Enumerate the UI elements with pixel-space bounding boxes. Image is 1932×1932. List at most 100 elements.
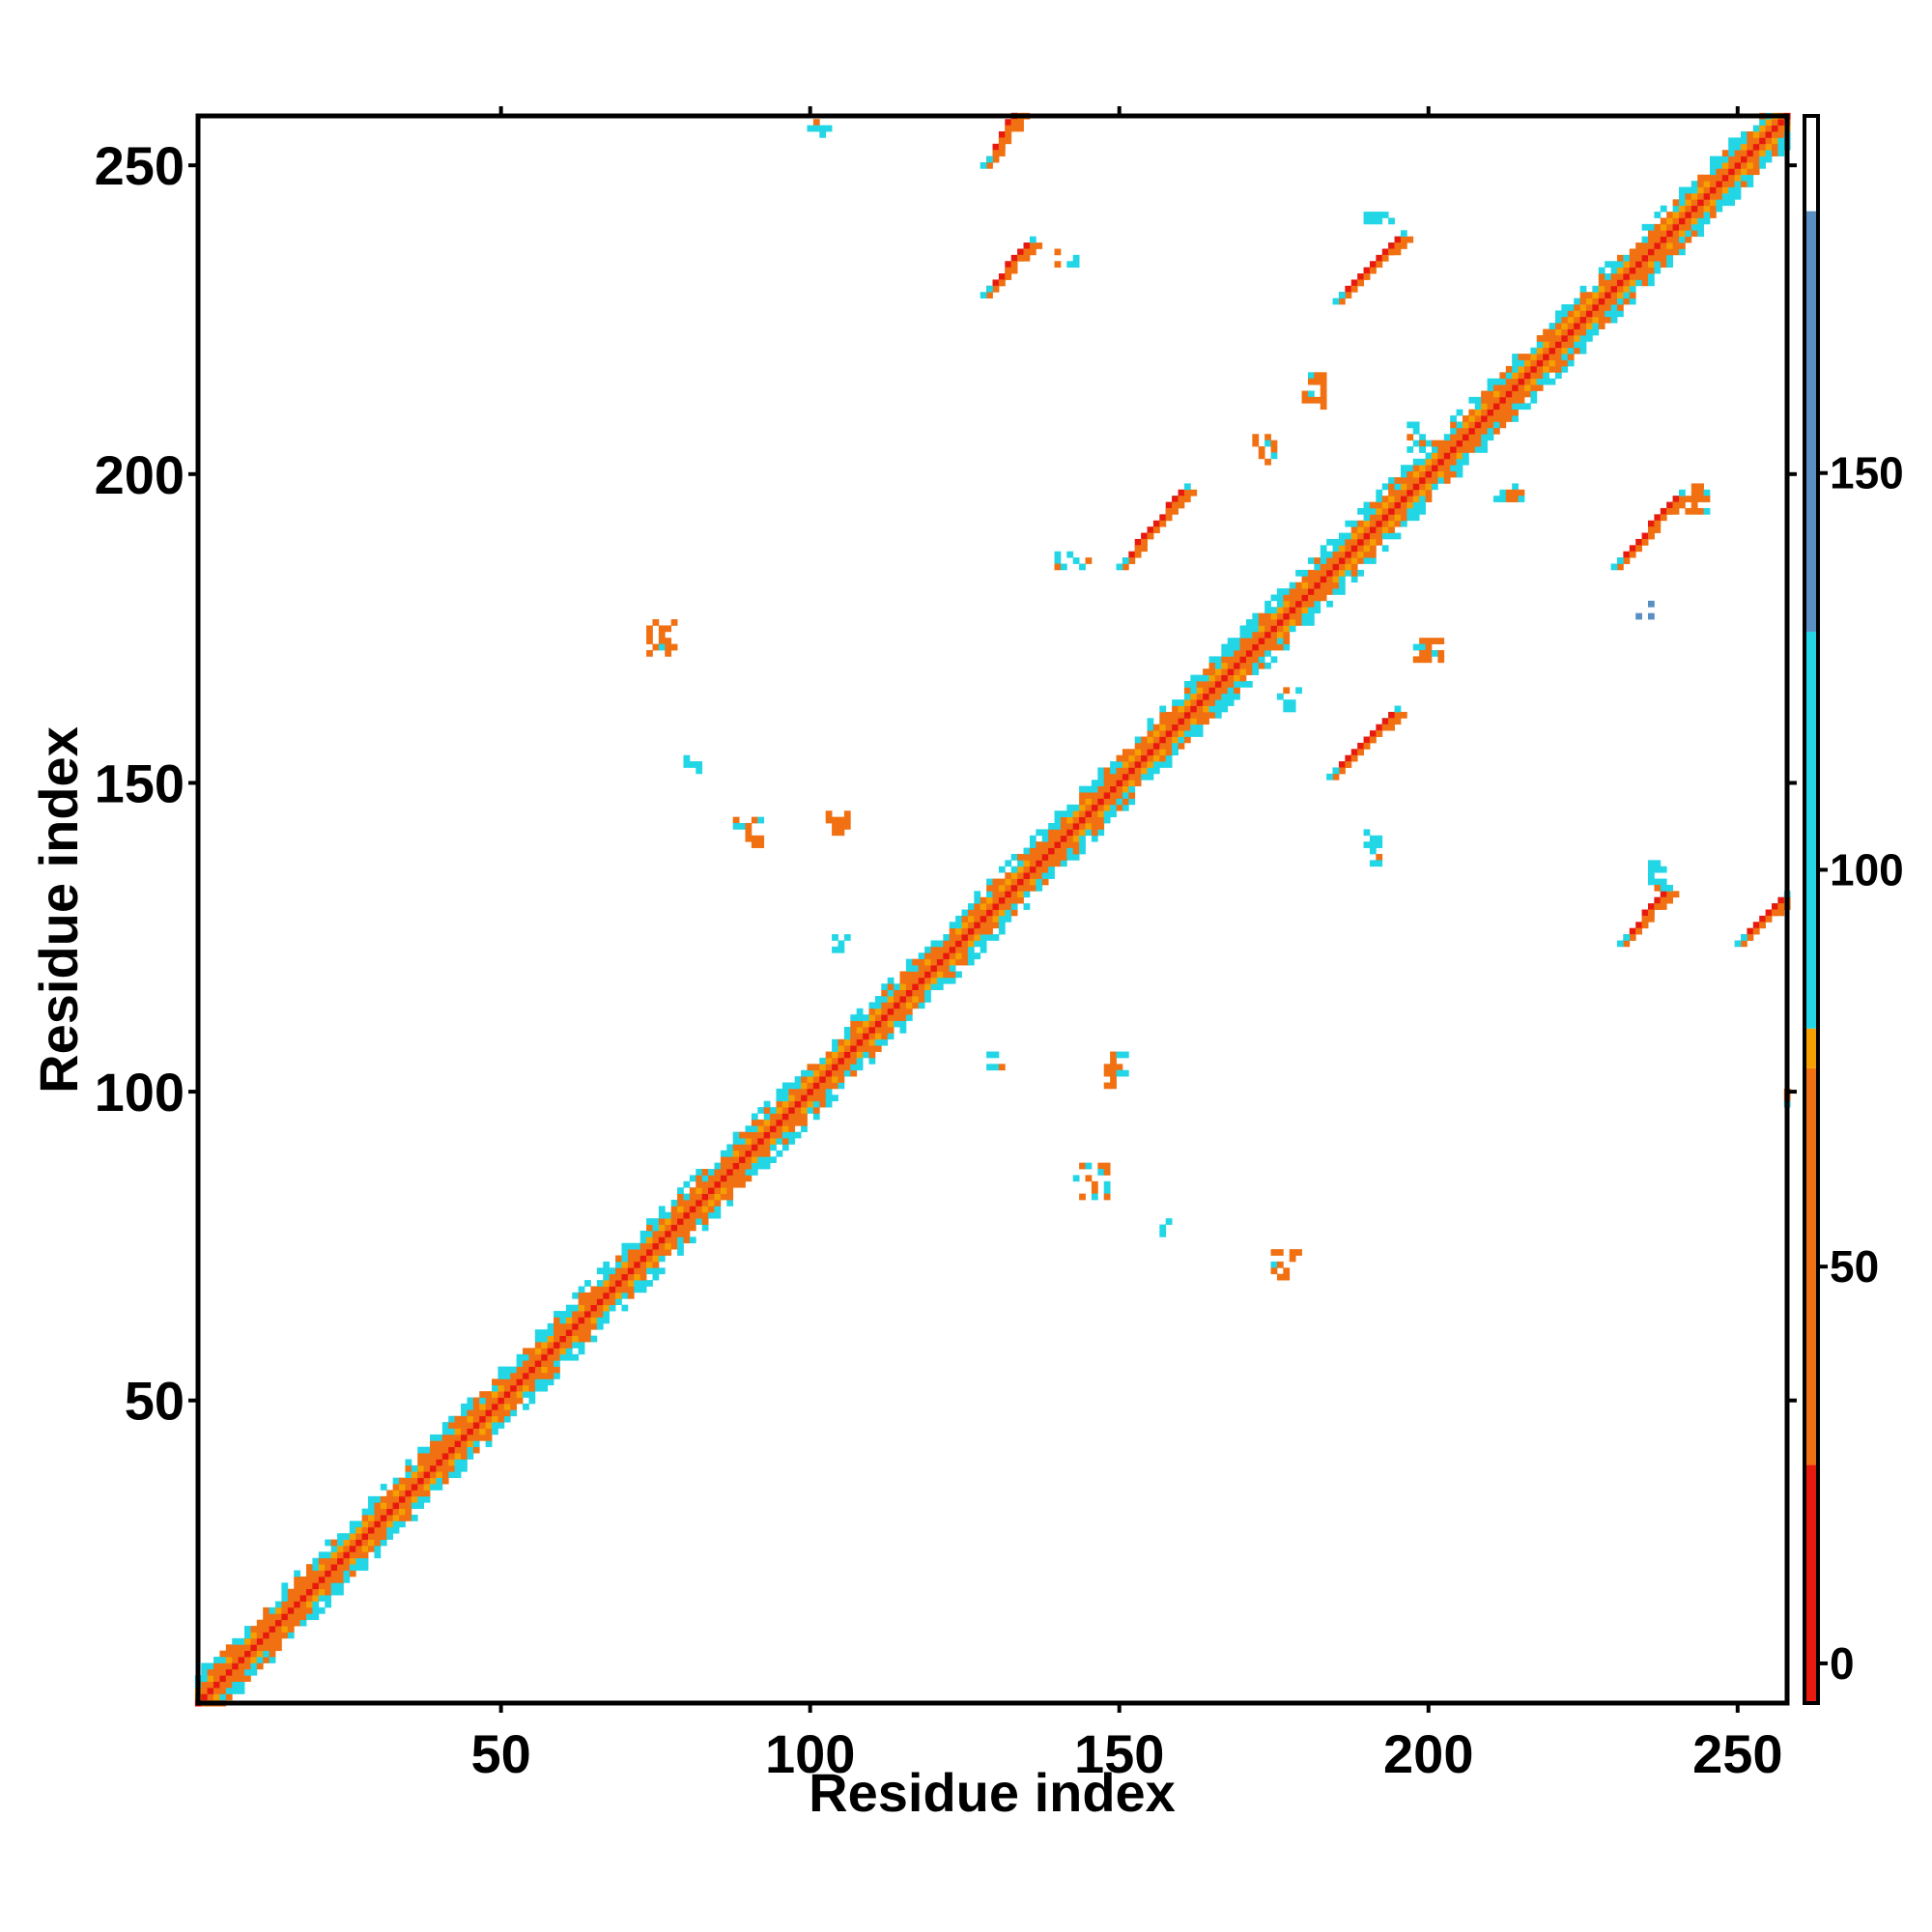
heatmap-cell (472, 1415, 480, 1423)
heatmap-cell (936, 971, 944, 979)
heatmap-cell (1122, 557, 1129, 564)
heatmap-cell (380, 1526, 387, 1534)
heatmap-cell (1406, 446, 1414, 453)
heatmap-cell (281, 1613, 289, 1621)
heatmap-cell (1561, 365, 1569, 373)
heatmap-cell (677, 1187, 684, 1194)
heatmap-cell (1152, 754, 1160, 762)
heatmap-cell (998, 143, 1006, 151)
colorbar-tick-label: 100 (1830, 844, 1904, 895)
heatmap-cell (1369, 261, 1377, 269)
heatmap-cell (1605, 273, 1611, 280)
heatmap-cell (1412, 477, 1420, 484)
heatmap-cell (757, 1119, 765, 1126)
heatmap-cell (1536, 341, 1544, 349)
heatmap-cell (943, 934, 951, 941)
heatmap-cell (924, 989, 931, 997)
heatmap-cell (1456, 458, 1463, 466)
heatmap-cell (1598, 316, 1605, 324)
heatmap-cell (1147, 532, 1154, 540)
heatmap-cell (547, 1366, 554, 1374)
heatmap-cell (368, 1526, 375, 1534)
heatmap-cell (1530, 378, 1538, 385)
heatmap-cell (1214, 662, 1222, 669)
heatmap-cell (1592, 304, 1600, 311)
heatmap-cell (1369, 507, 1377, 515)
heatmap-cell (1357, 569, 1364, 577)
heatmap-cell (565, 1329, 573, 1337)
heatmap-cell (399, 1515, 406, 1521)
heatmap-cell (238, 1657, 245, 1663)
heatmap-cell (1543, 347, 1549, 355)
heatmap-cell (1499, 396, 1507, 404)
heatmap-cell (1141, 742, 1148, 750)
heatmap-cell (1487, 415, 1494, 422)
heatmap-cell (1227, 638, 1235, 644)
heatmap-cell (1647, 248, 1655, 256)
heatmap-cell (1394, 501, 1402, 509)
heatmap-cell (256, 1626, 264, 1633)
heatmap-cell (1221, 662, 1229, 669)
heatmap-cell (1647, 878, 1655, 886)
heatmap-cell (1690, 489, 1698, 497)
heatmap-cell (275, 1632, 282, 1639)
heatmap-cell (1716, 161, 1723, 169)
heatmap-cell (1616, 563, 1624, 571)
heatmap-cell (1690, 496, 1698, 502)
heatmap-cell (584, 1292, 591, 1299)
heatmap-cell (1512, 354, 1519, 360)
heatmap-cell (739, 1144, 746, 1151)
heatmap-cell (1350, 563, 1358, 571)
heatmap-cell (1295, 607, 1302, 614)
heatmap-cell (1499, 378, 1507, 385)
heatmap-cell (1152, 742, 1160, 750)
heatmap-cell (1345, 563, 1352, 571)
heatmap-cell (1772, 903, 1778, 910)
heatmap-cell (1752, 130, 1760, 138)
heatmap-cell (1679, 248, 1686, 256)
heatmap-cell (1345, 551, 1352, 558)
heatmap-cell (1437, 656, 1445, 664)
heatmap-cell (1487, 378, 1494, 385)
heatmap-cell (1765, 909, 1773, 917)
heatmap-cell (1152, 520, 1160, 527)
heatmap-cell (1585, 316, 1593, 324)
heatmap-cell (856, 1045, 864, 1052)
heatmap-cell (745, 1169, 753, 1176)
heatmap-cell (1221, 650, 1229, 657)
heatmap-cell (423, 1446, 431, 1454)
heatmap-cell (1128, 785, 1136, 793)
heatmap-cell (1122, 754, 1129, 762)
heatmap-cell (1777, 909, 1785, 917)
heatmap-cell (1394, 496, 1402, 502)
heatmap-cell (1239, 625, 1247, 633)
heatmap-cell (1141, 736, 1148, 744)
heatmap-cell (1103, 1162, 1111, 1170)
heatmap-cell (1685, 212, 1692, 218)
heatmap-cell (1765, 143, 1773, 151)
heatmap-cell (665, 1218, 672, 1225)
heatmap-cell (992, 285, 1000, 293)
heatmap-cell (1085, 810, 1093, 817)
heatmap-cell (1616, 273, 1624, 280)
heatmap-cell (1307, 582, 1315, 589)
heatmap-cell (1703, 174, 1711, 182)
heatmap-cell (1363, 267, 1371, 274)
heatmap-cell (745, 1156, 753, 1163)
heatmap-cell (368, 1545, 375, 1552)
heatmap-cell (1214, 699, 1222, 706)
heatmap-cell (986, 909, 993, 917)
heatmap-cell (1116, 767, 1123, 775)
heatmap-cell (1777, 130, 1785, 138)
heatmap-cell (1647, 866, 1655, 873)
heatmap-cell (343, 1576, 351, 1583)
heatmap-cell (1320, 378, 1327, 385)
heatmap-cell (1716, 168, 1723, 176)
heatmap-cell (1647, 279, 1655, 287)
heatmap-cell (843, 1057, 851, 1065)
heatmap-cell (1605, 298, 1611, 305)
heatmap-cell (763, 1125, 771, 1133)
heatmap-cell (1214, 705, 1222, 713)
heatmap-cell (572, 1292, 580, 1299)
heatmap-cell (1245, 619, 1253, 626)
